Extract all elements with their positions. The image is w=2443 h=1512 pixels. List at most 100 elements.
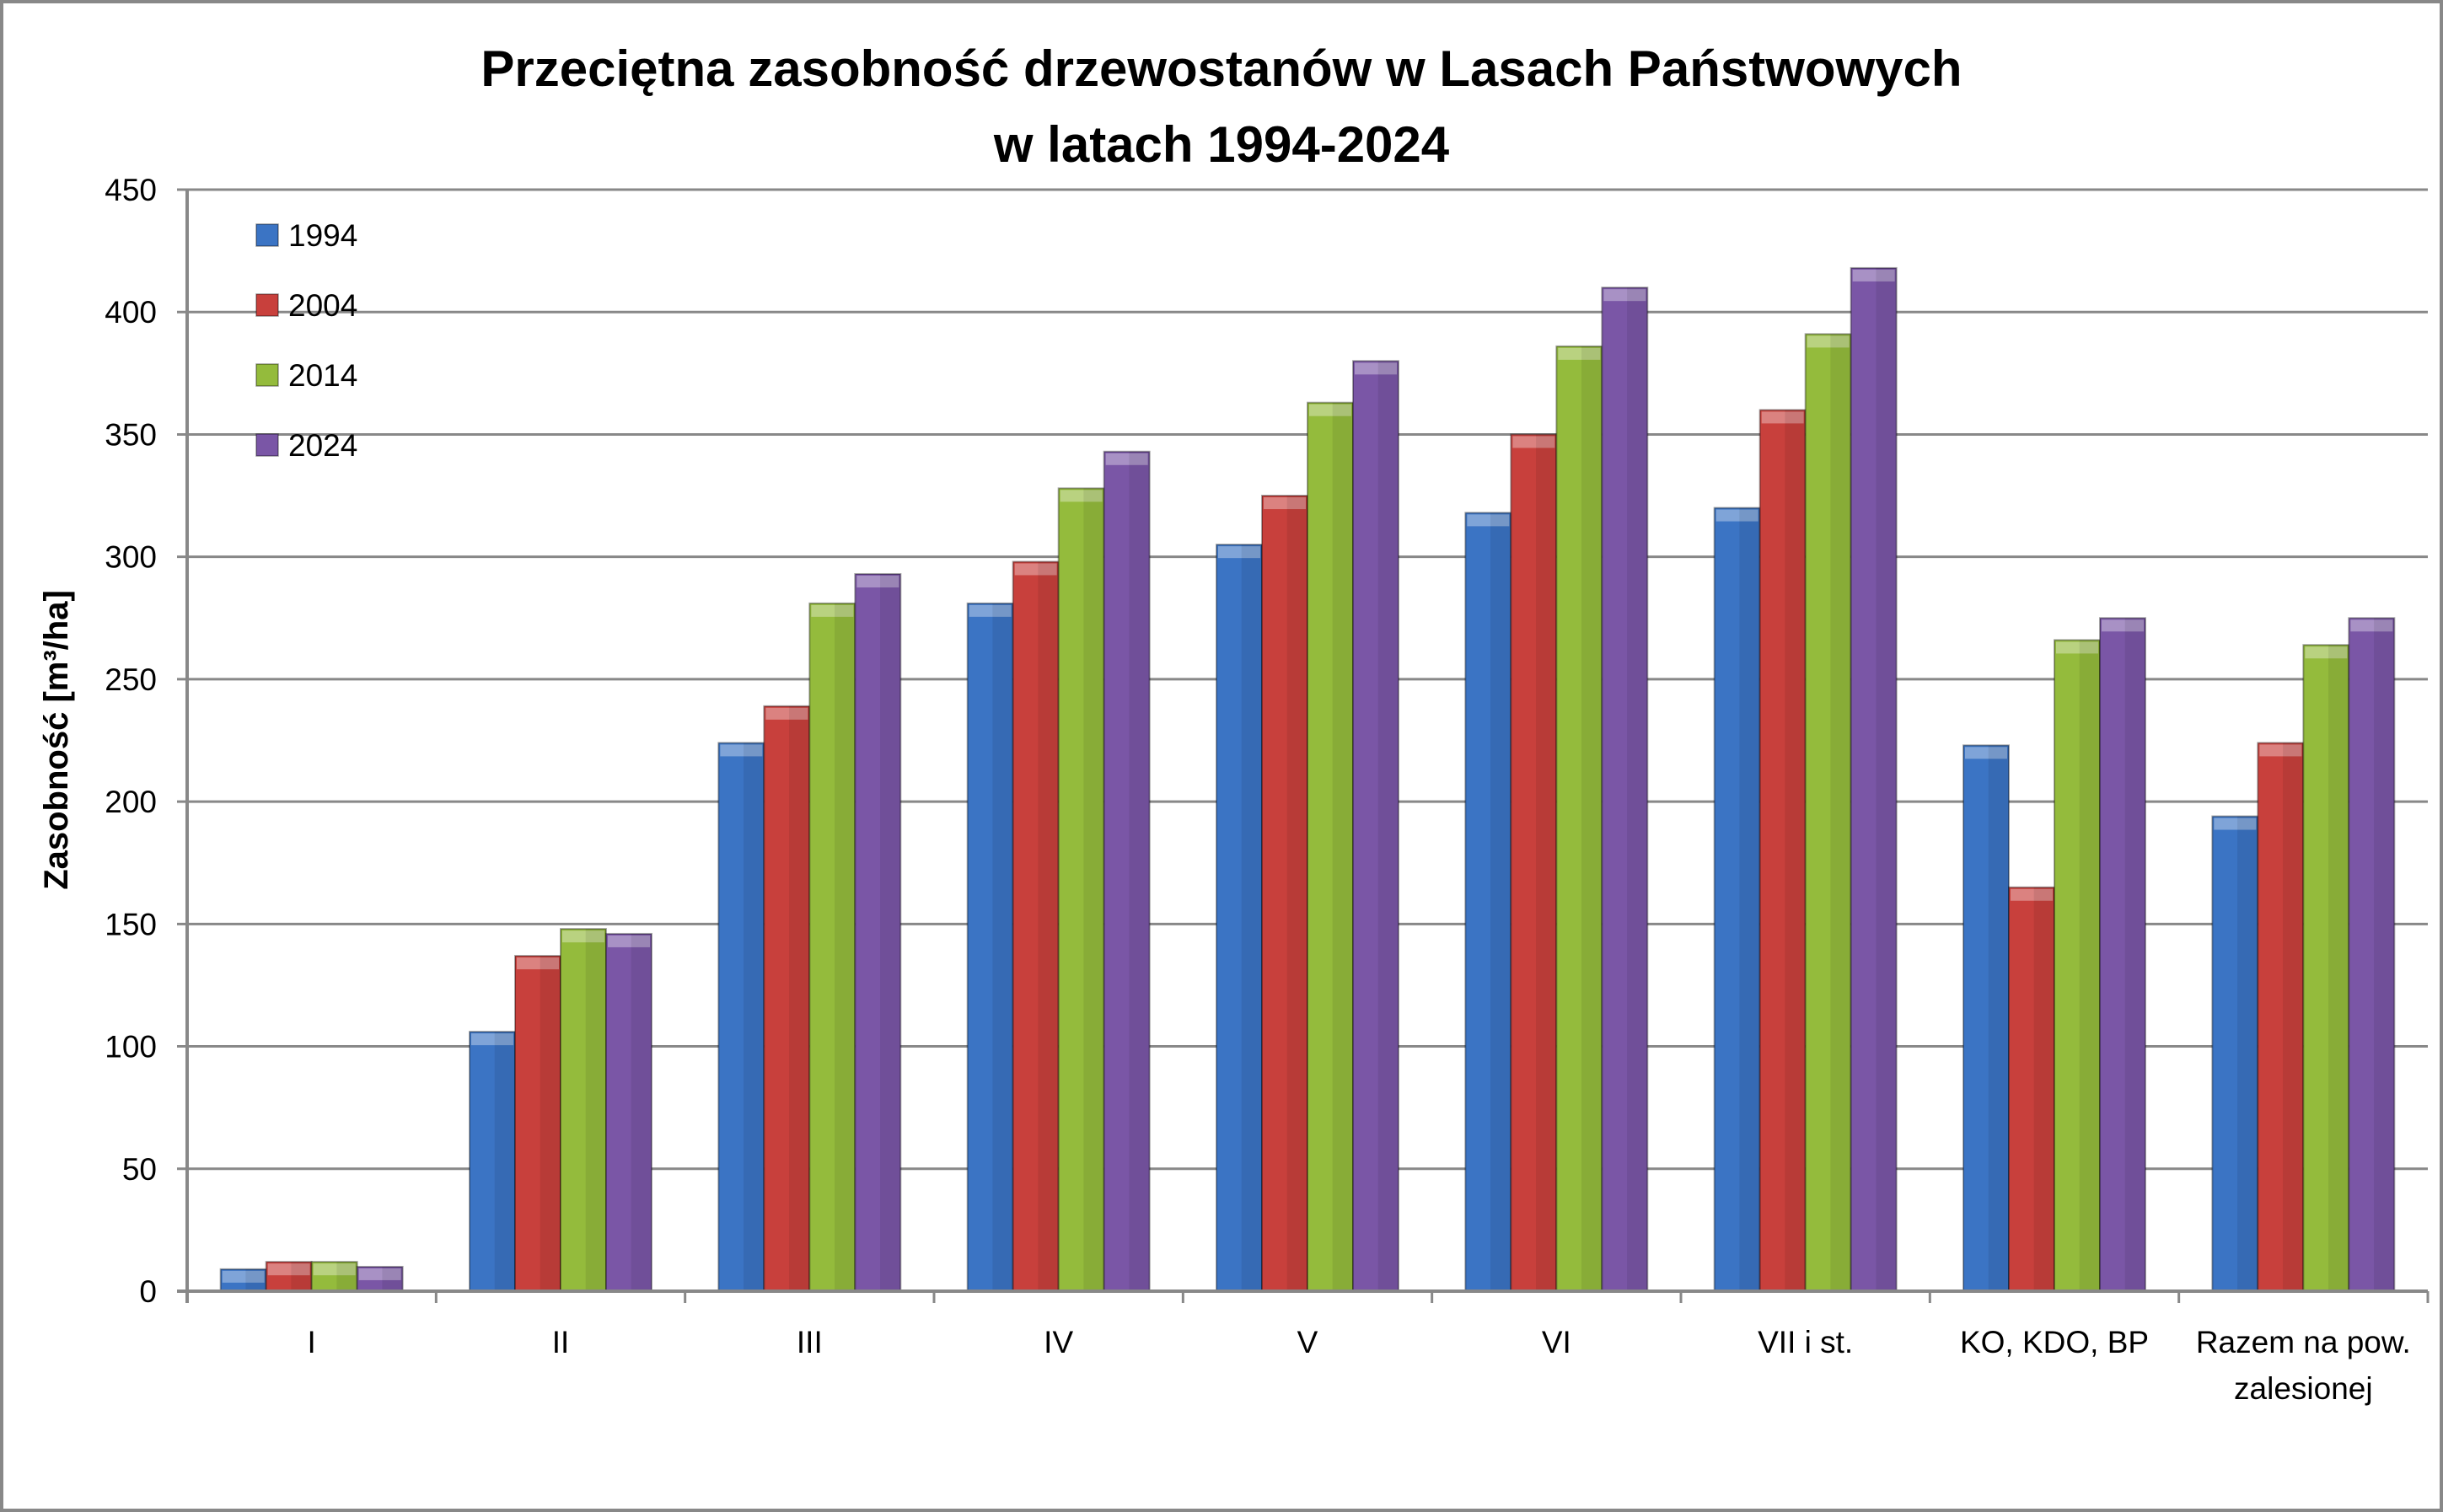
y-axis-label: Zasobność [m³/ha] [38, 590, 75, 890]
bar-2004-III [763, 705, 811, 1292]
bar-2004-VII i st. [1758, 409, 1807, 1292]
bar-shade [1286, 496, 1307, 1291]
bar-shade [382, 1266, 403, 1291]
legend-swatch-1994 [255, 223, 279, 247]
bar-2004-V [1261, 495, 1308, 1292]
bar-shade [2124, 618, 2145, 1291]
legend-swatch-2024 [255, 433, 279, 457]
x-tick-label: KO, KDO, BP [1960, 1325, 2149, 1359]
bar-1994-IV [966, 602, 1014, 1292]
bar-1994-VII i st. [1713, 507, 1761, 1292]
bar-shade [1490, 512, 1511, 1291]
bar-shade [1536, 434, 1557, 1291]
x-tick-label: II [552, 1325, 570, 1359]
bar-2004-I [265, 1261, 313, 1292]
x-tick-label: V [1297, 1325, 1318, 1359]
bar-shade [880, 573, 901, 1291]
bar-2024-KO, KDO, BP [2099, 617, 2146, 1292]
y-tick-label: 0 [139, 1274, 157, 1309]
bar-shade [1739, 507, 1760, 1291]
bar-body [966, 602, 1014, 1292]
bar-body [1555, 345, 1603, 1293]
bar-bevel [1761, 411, 1804, 424]
y-tick-label: 200 [105, 785, 157, 819]
bar-body [808, 602, 856, 1292]
bar-shade [540, 956, 561, 1291]
bar-1994-Razem na pow. zalesionej [2211, 815, 2259, 1292]
bar-shade [2374, 618, 2395, 1291]
bar-body [717, 742, 765, 1292]
bar-1994-II [469, 1031, 516, 1293]
bar-shade [1129, 451, 1150, 1291]
bar-body [2008, 886, 2055, 1293]
bar-bevel [811, 604, 854, 617]
bar-2024-VII i st. [1850, 266, 1898, 1292]
bar-2014-IV [1057, 487, 1105, 1292]
bar-shade [2328, 645, 2349, 1291]
bar-bevel [562, 930, 604, 943]
y-tick-label: 150 [105, 907, 157, 941]
bar-shade [835, 603, 856, 1291]
bar-shade [1876, 267, 1897, 1291]
bar-body [560, 928, 607, 1292]
chart-title-line-2: w latach 1994-2024 [993, 116, 1450, 173]
bar-shade [1377, 361, 1399, 1292]
x-tick-label: VII i st. [1758, 1325, 1853, 1359]
bar-body [514, 955, 561, 1292]
bar-bevel [720, 744, 763, 757]
bar-shade [744, 743, 765, 1291]
bar-2014-KO, KDO, BP [2054, 639, 2101, 1292]
bar-shade [1627, 287, 1648, 1292]
y-tick-label: 300 [105, 540, 157, 575]
x-tick-label: VI [1542, 1325, 1571, 1359]
bar-bevel [1715, 509, 1758, 522]
bar-body [605, 932, 652, 1293]
bar-shade [1083, 488, 1104, 1291]
y-tick-label: 400 [105, 295, 157, 330]
bar-1994-I [219, 1268, 267, 1292]
bar-bevel [765, 707, 808, 720]
bar-2004-IV [1012, 560, 1060, 1292]
bar-body [2211, 815, 2259, 1292]
bar-body [1216, 544, 1263, 1292]
bar-body [2302, 644, 2350, 1292]
bar-body [219, 1268, 267, 1292]
bar-bevel [358, 1268, 401, 1280]
bar-shade [1332, 402, 1353, 1292]
bar-body [2054, 639, 2101, 1292]
bar-bevel [1965, 747, 2007, 759]
bar-bevel [2259, 744, 2302, 757]
bar-body [1057, 487, 1105, 1292]
bar-bevel [1512, 436, 1555, 448]
bar-bevel [267, 1263, 310, 1276]
bar-2004-II [514, 955, 561, 1292]
bar-2004-VI [1510, 433, 1558, 1292]
bar-bevel [471, 1033, 513, 1046]
bar-bevel [1309, 404, 1351, 416]
y-tick-label: 250 [105, 662, 157, 697]
bar-shade [1830, 334, 1851, 1292]
bar-bevel [1105, 453, 1148, 465]
bar-2004-KO, KDO, BP [2008, 886, 2055, 1293]
bar-2024-I [356, 1265, 404, 1293]
legend-label-2004: 2004 [288, 288, 357, 323]
bar-bevel [2011, 888, 2053, 901]
bar-shade [2079, 640, 2100, 1291]
bar-bevel [313, 1263, 356, 1276]
bar-shade [291, 1262, 312, 1291]
bar-shade [2237, 816, 2258, 1291]
y-tick-label: 50 [122, 1152, 157, 1187]
bar-shade [631, 933, 652, 1291]
bar-shade [1038, 561, 1059, 1291]
bar-2024-VI [1601, 287, 1649, 1293]
bar-shade [789, 705, 810, 1291]
bar-bevel [2056, 641, 2098, 654]
bar-shade [1785, 410, 1806, 1291]
y-tick-label: 100 [105, 1030, 157, 1064]
bar-body [1307, 401, 1354, 1293]
bar-bevel [1355, 362, 1397, 375]
bar-bevel [1014, 563, 1057, 576]
bar-body [1804, 333, 1852, 1293]
bar-bevel [608, 935, 650, 947]
